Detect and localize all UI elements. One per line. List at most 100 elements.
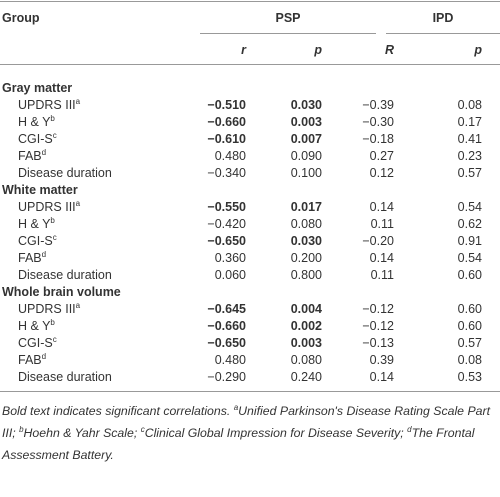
cell: 0.080 [290, 353, 322, 367]
cell: 0.60 [457, 319, 482, 333]
label-superscript: d [41, 351, 47, 361]
cell: −0.650 [207, 336, 246, 350]
row-label: Disease duration [18, 369, 112, 385]
cell: 0.23 [457, 149, 482, 163]
cell: 0.002 [290, 319, 322, 333]
group-label: PSP [275, 11, 301, 25]
rule [386, 33, 500, 34]
cell: 0.480 [214, 353, 246, 367]
cell: 0.800 [290, 268, 322, 282]
rule [0, 64, 500, 65]
label-superscript: d [41, 147, 47, 157]
cell: −0.645 [207, 302, 246, 316]
label-text: CGI-S [18, 132, 53, 146]
label-text: Disease duration [18, 370, 112, 384]
cell: 0.57 [457, 166, 482, 180]
label-superscript: a [75, 300, 81, 310]
row-label: H & Yb [18, 114, 55, 130]
cell: −0.12 [362, 302, 394, 316]
cell: 0.11 [370, 217, 394, 231]
label-text: FAB [18, 251, 42, 265]
cell: 0.08 [457, 353, 482, 367]
cell: 0.17 [457, 115, 482, 129]
label-superscript: a [75, 198, 81, 208]
label-text: Disease duration [18, 268, 112, 282]
cell: 0.27 [369, 149, 394, 163]
row-label: FABd [18, 148, 46, 164]
cell: 0.100 [290, 166, 322, 180]
label-text: FAB [18, 149, 42, 163]
row-label: UPDRS IIIa [18, 301, 80, 317]
cell: −0.340 [207, 166, 246, 180]
cell: 0.53 [457, 370, 482, 384]
cell: 0.003 [290, 336, 322, 350]
cell: 0.017 [290, 200, 322, 214]
row-label: CGI-Sc [18, 335, 57, 351]
row-label: FABd [18, 352, 46, 368]
label-superscript: d [41, 249, 47, 259]
row-label: Disease duration [18, 267, 112, 283]
cell: 0.080 [290, 217, 322, 231]
footnote-marker: a [233, 402, 239, 412]
label-superscript: c [52, 130, 57, 140]
cell: 0.54 [457, 200, 482, 214]
cell: −0.18 [362, 132, 394, 146]
label-text: H & Y [18, 319, 51, 333]
footnote: Bold text indicates significant correlat… [2, 400, 496, 466]
cell: 0.030 [290, 98, 322, 112]
cell: −0.13 [362, 336, 394, 350]
cell: 0.360 [214, 251, 246, 265]
cell: 0.08 [457, 98, 482, 112]
column-label: p [314, 43, 322, 57]
cell: −0.550 [207, 200, 246, 214]
cell: 0.11 [370, 268, 394, 282]
footnote-text: Unified Parkinson's Disease Rating Scale… [2, 404, 490, 440]
label-superscript: c [52, 334, 57, 344]
section-title: Gray matter [2, 81, 73, 95]
cell: 0.41 [457, 132, 482, 146]
cell: −0.610 [207, 132, 246, 146]
cell: 0.090 [290, 149, 322, 163]
row-label: UPDRS IIIa [18, 97, 80, 113]
cell: 0.240 [290, 370, 322, 384]
cell: −0.510 [207, 98, 246, 112]
cell: 0.60 [457, 302, 482, 316]
label-text: FAB [18, 353, 42, 367]
row-label: Disease duration [18, 165, 112, 181]
footnote-text: Hoehn & Yahr Scale; [23, 426, 138, 440]
footnote-marker: c [140, 424, 145, 434]
cell: 0.200 [290, 251, 322, 265]
label-text: UPDRS III [18, 200, 76, 214]
cell: 0.12 [369, 166, 394, 180]
cell: −0.12 [362, 319, 394, 333]
column-label: R [384, 43, 394, 57]
label-text: UPDRS III [18, 302, 76, 316]
label-text: H & Y [18, 217, 51, 231]
cell: 0.480 [214, 149, 246, 163]
row-label: CGI-Sc [18, 233, 57, 249]
cell: −0.660 [207, 319, 246, 333]
cell: 0.004 [290, 302, 322, 316]
row-label: H & Yb [18, 318, 55, 334]
column-label: r [241, 43, 246, 57]
footnote-intro: Bold text indicates significant correlat… [2, 404, 231, 418]
section-title: White matter [2, 183, 78, 197]
row-label: H & Yb [18, 216, 55, 232]
section-title: Whole brain volume [2, 285, 121, 299]
rule [0, 391, 500, 392]
cell: 0.57 [457, 336, 482, 350]
cell: −0.660 [207, 115, 246, 129]
footnote-text: The Frontal Assessment Battery. [2, 426, 475, 462]
label-text: CGI-S [18, 336, 53, 350]
label-superscript: b [50, 113, 55, 123]
footnote-text: Clinical Global Impression for Disease S… [144, 426, 404, 440]
label-superscript: b [50, 317, 55, 327]
cell: 0.030 [290, 234, 322, 248]
cell: −0.30 [362, 115, 394, 129]
cell: 0.14 [369, 370, 394, 384]
cell: 0.14 [369, 251, 394, 265]
label-superscript: c [52, 232, 57, 242]
cell: −0.290 [207, 370, 246, 384]
group-header: Group [2, 11, 40, 25]
